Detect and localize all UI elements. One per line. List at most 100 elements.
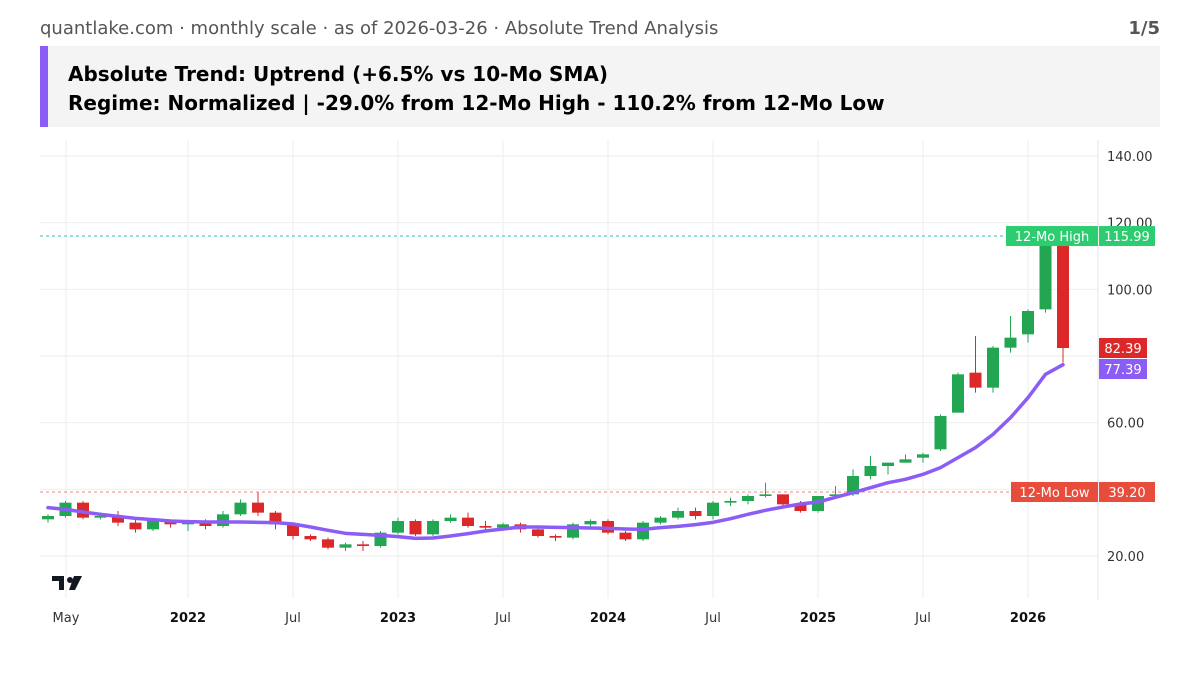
candle-body — [112, 516, 124, 523]
candle — [724, 497, 737, 506]
candle — [129, 519, 142, 533]
candle-body — [94, 516, 107, 518]
candle-body — [304, 536, 317, 540]
candle — [689, 507, 702, 520]
sma-line-group — [46, 362, 1065, 541]
current-price-tag-bg — [1099, 338, 1147, 358]
candle — [899, 454, 912, 463]
candle — [304, 534, 317, 541]
x-tick-label: May — [53, 611, 80, 626]
high-12mo-label-text: 12-Mo High — [1015, 230, 1089, 245]
candle-body — [269, 512, 282, 525]
low-12mo-label-text: 12-Mo Low — [1019, 486, 1090, 501]
candle-body — [917, 454, 929, 458]
low-12mo-label-bg — [1011, 482, 1098, 502]
candle-body — [322, 539, 334, 548]
candle-body — [584, 521, 597, 525]
candle — [812, 496, 824, 513]
x-tick-label: 2022 — [170, 611, 206, 626]
candle-body — [934, 416, 947, 450]
high-12mo-price-tag-text: 115.99 — [1104, 230, 1150, 245]
candle — [252, 492, 264, 516]
candle-body — [1057, 239, 1069, 349]
candle — [952, 372, 964, 413]
candle — [1022, 309, 1034, 343]
candle — [112, 511, 124, 526]
candle — [567, 522, 579, 540]
candle-body — [759, 494, 772, 496]
summary-panel: Absolute Trend: Uptrend (+6.5% vs 10-Mo … — [40, 46, 1160, 127]
x-tick-label: 2025 — [800, 611, 836, 626]
candle — [969, 336, 982, 393]
tradingview-logo — [52, 576, 82, 590]
candle-body — [217, 514, 229, 526]
logo-mark-left — [52, 576, 64, 590]
candle — [339, 542, 352, 551]
candle — [759, 482, 772, 498]
candle-body — [689, 511, 702, 516]
candle — [444, 514, 457, 523]
high-12mo-price-tag-bg — [1099, 226, 1155, 247]
y-tick-label: 60.00 — [1107, 417, 1144, 432]
source-line: quantlake.com · monthly scale · as of 20… — [40, 18, 719, 39]
candle — [462, 512, 474, 528]
candle — [742, 494, 754, 505]
current-price-tag-text: 82.39 — [1104, 342, 1141, 357]
candle — [1039, 239, 1052, 313]
candle-body — [357, 544, 369, 546]
x-axis: May 2022 Jul 2023 Jul 2024 Jul 2025 Jul 2026 — [53, 611, 1047, 626]
candle-body — [1039, 241, 1052, 310]
candle — [987, 346, 999, 393]
candle-body — [1022, 311, 1034, 335]
candle — [672, 507, 684, 520]
grid-lines — [40, 140, 1099, 600]
page-indicator: 1/5 — [1128, 18, 1160, 39]
candle-body — [532, 529, 544, 536]
candle-body — [147, 521, 159, 530]
candle-body — [287, 524, 299, 536]
candle — [357, 541, 369, 551]
candle-body — [339, 544, 352, 548]
regime-summary: Regime: Normalized | -29.0% from 12-Mo H… — [68, 91, 885, 115]
candle — [182, 522, 194, 531]
candle-body — [987, 347, 999, 388]
x-tick-label: 2026 — [1010, 611, 1046, 626]
sma-price-tag-bg — [1099, 359, 1147, 379]
low-12mo-price-tag: 39.20 — [1099, 482, 1155, 502]
sma-price-tag: 77.39 — [1099, 359, 1147, 379]
candle-body — [42, 516, 54, 520]
y-tick-label: 20.00 — [1107, 550, 1144, 565]
candle-body — [182, 522, 194, 525]
candle — [234, 499, 247, 516]
low-12mo-price-tag-text: 39.20 — [1108, 486, 1145, 501]
x-tick-label: Jul — [704, 611, 721, 626]
candle-body — [479, 526, 492, 528]
candle-body — [427, 521, 439, 535]
candle-body — [234, 502, 247, 515]
candle — [707, 501, 719, 520]
candle — [269, 511, 282, 530]
candle-body — [392, 521, 404, 533]
high-12mo-price-tag: 115.99 — [1099, 226, 1155, 247]
candle-body — [252, 502, 264, 513]
candle-body — [199, 522, 212, 526]
x-tick-label: Jul — [914, 611, 931, 626]
candle-body — [777, 494, 789, 505]
x-tick-label: 2024 — [590, 611, 626, 626]
candle-body — [619, 532, 632, 540]
candle-body — [829, 494, 842, 496]
candle-body — [654, 517, 667, 523]
candle — [322, 537, 334, 550]
candle — [217, 511, 229, 528]
x-tick-label: Jul — [494, 611, 511, 626]
logo-mark-right — [69, 576, 82, 590]
x-tick-label: 2023 — [380, 611, 416, 626]
candle-body — [1004, 337, 1017, 348]
candle — [409, 519, 422, 536]
low-12mo-price-tag-bg — [1099, 482, 1155, 502]
y-tick-label: 140.00 — [1107, 150, 1153, 165]
sma-line — [46, 362, 1065, 541]
candle-body — [724, 501, 737, 503]
